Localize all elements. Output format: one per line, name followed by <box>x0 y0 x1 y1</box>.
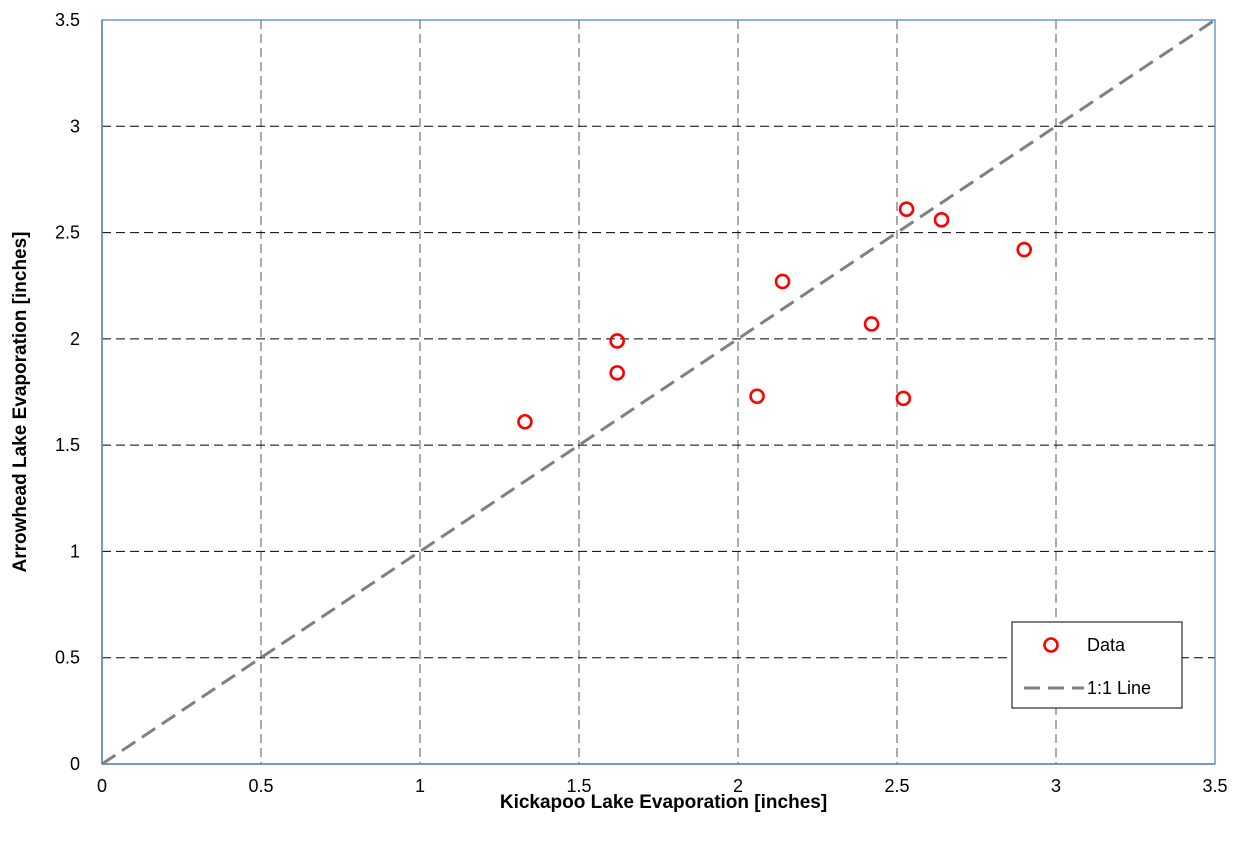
x-axis-title: Kickapoo Lake Evaporation [inches] <box>500 792 827 813</box>
x-axis-ticks: 0 0.5 1 1.5 2 2.5 3 3.5 <box>97 776 1228 796</box>
data-point <box>1016 241 1032 258</box>
plot-area-border <box>101 19 1216 765</box>
x-tick-label: 2.5 <box>884 776 909 796</box>
data-point <box>749 388 765 405</box>
x-tick-label: 1.5 <box>566 776 591 796</box>
y-tick-label: 3 <box>70 116 80 136</box>
x-tick-label: 1 <box>415 776 425 796</box>
y-tick-label: 0.5 <box>55 648 80 668</box>
data-point <box>898 201 915 217</box>
y-tick-label: 0 <box>70 754 80 774</box>
x-tick-label: 0 <box>97 776 107 796</box>
reference-line-layer <box>101 18 1216 766</box>
x-tick-label: 0.5 <box>248 776 273 796</box>
y-tick-label: 1.5 <box>55 435 80 455</box>
data-point <box>895 390 912 407</box>
data-point <box>774 273 791 290</box>
legend-box <box>1011 621 1183 709</box>
data-points <box>517 201 1032 430</box>
data-point <box>863 316 880 332</box>
one-to-one-line <box>101 18 1216 766</box>
data-point <box>933 212 950 228</box>
y-tick-label: 2.5 <box>55 223 80 243</box>
y-axis-title: Arrowhead Lake Evaporation [inches] <box>10 231 31 572</box>
x-tick-label: 3 <box>1051 776 1061 796</box>
data-point <box>517 413 533 430</box>
y-tick-label: 3.5 <box>55 10 80 30</box>
legend: Data 1:1 Line <box>1011 621 1183 709</box>
x-tick-label: 2 <box>733 776 743 796</box>
legend-marker-data <box>1043 637 1059 653</box>
x-tick-label: 3.5 <box>1202 776 1227 796</box>
y-axis-ticks: 0 0.5 1 1.5 2 2.5 3 3.5 <box>55 10 80 774</box>
data-point <box>609 333 625 349</box>
data-point <box>609 365 625 381</box>
legend-label-line: 1:1 Line <box>1087 678 1151 698</box>
y-tick-label: 1 <box>70 541 80 561</box>
legend-label-data: Data <box>1087 635 1126 655</box>
y-tick-label: 2 <box>70 329 80 349</box>
